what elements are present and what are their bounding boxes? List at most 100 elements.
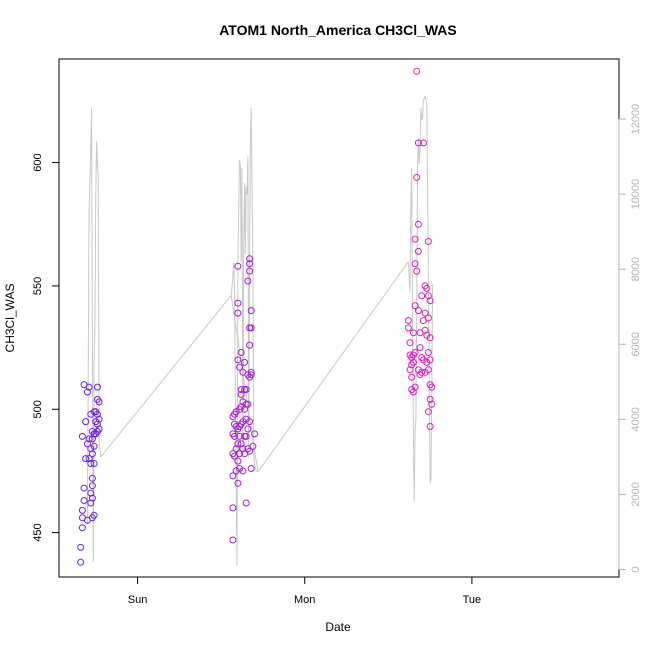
data-point: [411, 235, 419, 243]
secondary-y-axis: 0 2000 4000 6000 8000 10000 12000: [618, 104, 642, 573]
data-point: [88, 494, 96, 502]
data-point: [234, 309, 242, 317]
y-axis: 450 500 550 600: [32, 153, 60, 542]
data-point: [246, 418, 254, 426]
y2-tick-label: 10000: [630, 179, 642, 210]
data-point: [242, 432, 250, 440]
data-point: [236, 450, 243, 458]
data-point: [95, 398, 103, 406]
secondary-line-segment: [86, 107, 102, 563]
chart-title: ATOM1 North_America CH3Cl_WAS: [219, 22, 457, 38]
data-point: [237, 440, 245, 448]
data-point: [82, 455, 90, 463]
x-axis: Sun Mon Tue: [128, 576, 481, 606]
data-point: [78, 524, 86, 532]
data-point: [249, 442, 257, 450]
data-point: [85, 455, 93, 463]
data-point: [424, 408, 432, 416]
connector-line: [100, 295, 232, 458]
data-point: [423, 284, 431, 292]
connector-line: [257, 261, 409, 473]
data-point: [424, 349, 432, 356]
data-point: [414, 139, 422, 147]
secondary-line-segment: [230, 107, 257, 566]
data-point: [90, 511, 98, 519]
y2-tick-label: 0: [630, 566, 642, 572]
data-point: [419, 139, 427, 147]
y-axis-label: CH3Cl_WAS: [3, 284, 17, 353]
data-point: [234, 299, 242, 307]
data-point: [95, 415, 103, 423]
data-point: [428, 383, 436, 391]
data-point: [90, 460, 98, 467]
data-point: [246, 255, 254, 263]
data-point: [421, 326, 429, 334]
y2-tick-label: 6000: [630, 332, 642, 356]
data-point: [414, 307, 422, 315]
data-point: [424, 366, 432, 374]
data-point: [93, 410, 101, 418]
secondary-line-layer: [86, 94, 434, 566]
data-point: [426, 297, 434, 305]
data-point: [80, 484, 88, 492]
y-tick-label: 500: [32, 400, 44, 418]
data-point: [78, 506, 86, 514]
data-point: [246, 447, 254, 455]
data-point: [251, 430, 259, 438]
data-point: [83, 388, 91, 396]
data-point: [88, 482, 96, 490]
data-point: [421, 309, 429, 317]
data-point: [404, 324, 412, 332]
data-point: [90, 442, 98, 450]
data-point: [88, 474, 96, 482]
data-point: [239, 445, 247, 453]
data-point: [87, 499, 95, 507]
data-point: [246, 341, 254, 349]
points-layer: [77, 67, 436, 566]
data-point: [237, 349, 245, 356]
data-point: [416, 344, 424, 352]
data-point: [241, 405, 249, 413]
y-tick-label: 550: [32, 277, 44, 295]
data-point: [77, 543, 85, 551]
data-point: [413, 267, 421, 275]
data-point: [426, 356, 434, 364]
data-point: [418, 368, 426, 376]
data-point: [80, 497, 88, 504]
data-point: [85, 383, 93, 391]
data-point: [246, 260, 254, 268]
data-point: [234, 479, 242, 487]
data-point: [239, 467, 247, 475]
y-tick-label: 600: [32, 153, 44, 171]
data-point: [424, 292, 432, 300]
data-point: [409, 388, 417, 396]
data-point: [244, 425, 252, 433]
data-point: [406, 366, 414, 374]
data-point: [426, 423, 434, 430]
y2-tick-label: 4000: [630, 407, 642, 431]
secondary-line-segment: [407, 94, 434, 502]
plot-frame: [58, 58, 620, 578]
data-point: [88, 450, 96, 458]
data-point: [77, 558, 85, 566]
data-point: [426, 395, 434, 403]
data-point: [247, 307, 255, 315]
data-point: [428, 400, 436, 408]
data-point: [242, 386, 250, 393]
data-point: [234, 262, 242, 270]
data-point: [82, 418, 90, 426]
data-point: [404, 317, 412, 324]
data-point: [229, 536, 237, 544]
data-point: [232, 445, 240, 453]
data-point: [244, 400, 252, 408]
connector-line-layer: [100, 261, 409, 473]
data-point: [234, 356, 242, 364]
data-point: [242, 499, 250, 507]
data-point: [247, 371, 255, 379]
data-point: [411, 383, 419, 391]
data-point: [414, 220, 422, 228]
data-point: [93, 420, 101, 428]
data-point: [406, 339, 414, 347]
